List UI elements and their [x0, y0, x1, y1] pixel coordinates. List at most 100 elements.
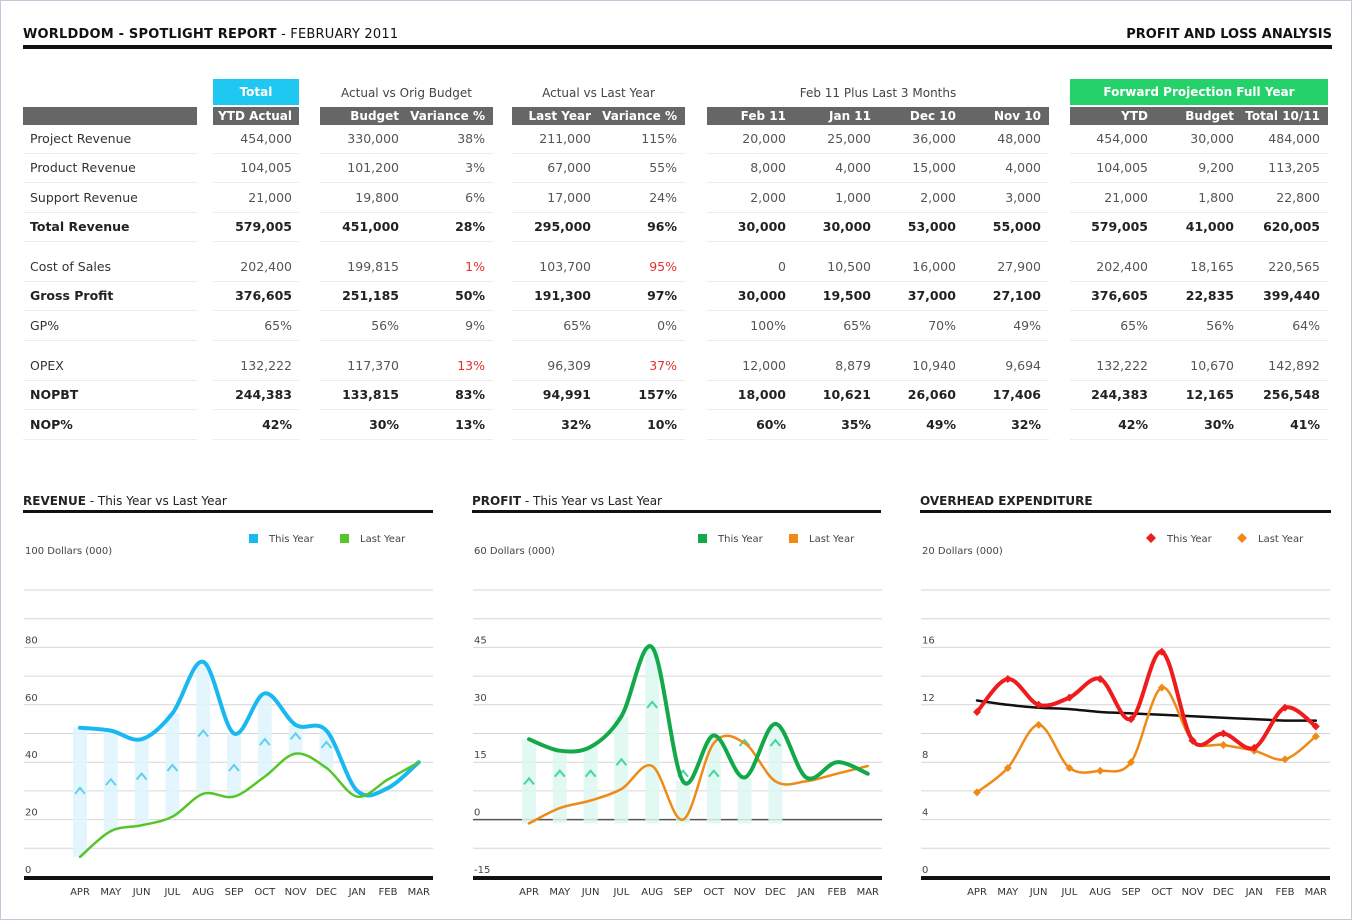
variance-marker: [135, 771, 148, 781]
y-tick-label: 60: [25, 693, 38, 704]
column-header: Last Year: [528, 109, 591, 123]
overhead-chart-title: OVERHEAD EXPENDITURE: [920, 494, 1093, 508]
row-divider: [320, 310, 493, 311]
variance-column: [737, 777, 752, 824]
variance-marker: [523, 776, 535, 785]
x-tick-label: APR: [519, 887, 539, 898]
table-cell: 104,005: [1096, 160, 1148, 175]
row-label: Project Revenue: [30, 131, 132, 146]
table-cell: 95%: [649, 259, 677, 274]
row-divider: [707, 380, 1049, 381]
table-cell: 19,800: [355, 190, 399, 205]
table-cell: 9%: [465, 318, 485, 333]
row-divider: [213, 439, 299, 440]
table-cell: 30,000: [737, 219, 786, 234]
column-header: YTD Actual: [218, 109, 292, 123]
row-divider: [23, 380, 197, 381]
variance-marker: [105, 777, 117, 786]
x-tick-label: MAR: [857, 887, 879, 898]
x-tick-label: AUG: [641, 887, 663, 898]
row-divider: [1070, 212, 1328, 213]
x-axis-line: [473, 876, 882, 880]
row-divider: [213, 380, 299, 381]
table-cell: 191,300: [534, 288, 591, 303]
series-point: [1034, 720, 1043, 729]
column-header: Budget: [350, 109, 399, 123]
row-divider: [707, 153, 1049, 154]
x-tick-label: AUG: [1089, 887, 1111, 898]
row-divider: [512, 182, 685, 183]
column-header: Total 10/11: [1245, 109, 1320, 123]
series-point: [1127, 715, 1135, 724]
row-divider: [23, 153, 197, 154]
table-cell: 220,565: [1268, 259, 1320, 274]
table-cell: 202,400: [1096, 259, 1148, 274]
group-total: Total: [213, 79, 299, 105]
row-divider: [1070, 182, 1328, 183]
row-divider: [512, 310, 685, 311]
variance-column: [103, 730, 118, 832]
table-cell: 244,383: [1091, 387, 1148, 402]
y-tick-label: 4: [922, 808, 928, 819]
table-cell: 4,000: [835, 160, 871, 175]
series-line: [527, 734, 870, 825]
x-tick-label: MAY: [100, 887, 122, 898]
variance-marker: [320, 740, 333, 749]
months-bar: [707, 107, 1049, 125]
legend-label: Last Year: [360, 534, 406, 545]
x-tick-label: FEB: [1276, 887, 1295, 898]
table-cell: 37%: [649, 358, 677, 373]
y-tick-label: 0: [25, 865, 31, 876]
column-header: Nov 10: [994, 109, 1041, 123]
row-divider: [320, 380, 493, 381]
y-tick-label: 16: [922, 635, 935, 646]
variance-column: [645, 647, 660, 824]
table-cell: 60%: [756, 417, 786, 432]
table-cell: 251,185: [342, 288, 399, 303]
row-divider: [512, 281, 685, 282]
x-tick-label: NOV: [1182, 887, 1204, 898]
series-point: [1281, 703, 1289, 712]
variance-marker: [197, 728, 209, 738]
table-cell: 36,000: [912, 131, 956, 146]
variance-column: [134, 739, 149, 826]
table-cell: 2,000: [920, 190, 956, 205]
table-cell: 17,406: [992, 387, 1041, 402]
table-cell: 454,000: [240, 131, 292, 146]
x-tick-label: FEB: [379, 887, 398, 898]
series-point: [1096, 674, 1105, 683]
row-divider: [23, 409, 197, 410]
row-divider: [213, 281, 299, 282]
table-cell: 22,800: [1276, 190, 1320, 205]
row-divider: [23, 340, 197, 341]
table-cell: 67,000: [547, 160, 591, 175]
table-cell: 6%: [465, 190, 485, 205]
table-cell: 132,222: [240, 358, 292, 373]
table-cell: 10,621: [822, 387, 871, 402]
row-divider: [707, 281, 1049, 282]
table-cell: 1,800: [1198, 190, 1234, 205]
table-cell: 19,500: [822, 288, 871, 303]
group-last-year: Actual vs Last Year: [542, 86, 655, 100]
x-tick-label: AUG: [192, 887, 214, 898]
row-divider: [707, 340, 1049, 341]
table-cell: 100%: [750, 318, 786, 333]
x-tick-label: JUN: [581, 887, 600, 898]
series-point: [1065, 693, 1074, 702]
table-cell: 65%: [563, 318, 591, 333]
row-label: GP%: [30, 318, 60, 333]
y-tick-label: 20: [25, 808, 38, 819]
table-cell: 55,000: [992, 219, 1041, 234]
table-cell: 49%: [1013, 318, 1041, 333]
table-cell: 38%: [457, 131, 485, 146]
variance-marker: [646, 700, 658, 709]
variance-column: [288, 724, 303, 754]
table-cell: 13%: [457, 358, 485, 373]
table-cell: 32%: [1011, 417, 1041, 432]
chart-legend: This Year Last Year: [249, 534, 406, 545]
row-divider: [320, 153, 493, 154]
variance-marker: [738, 738, 751, 747]
row-divider: [512, 380, 685, 381]
table-cell: 3%: [465, 160, 485, 175]
table-cell: 12,165: [1185, 387, 1234, 402]
